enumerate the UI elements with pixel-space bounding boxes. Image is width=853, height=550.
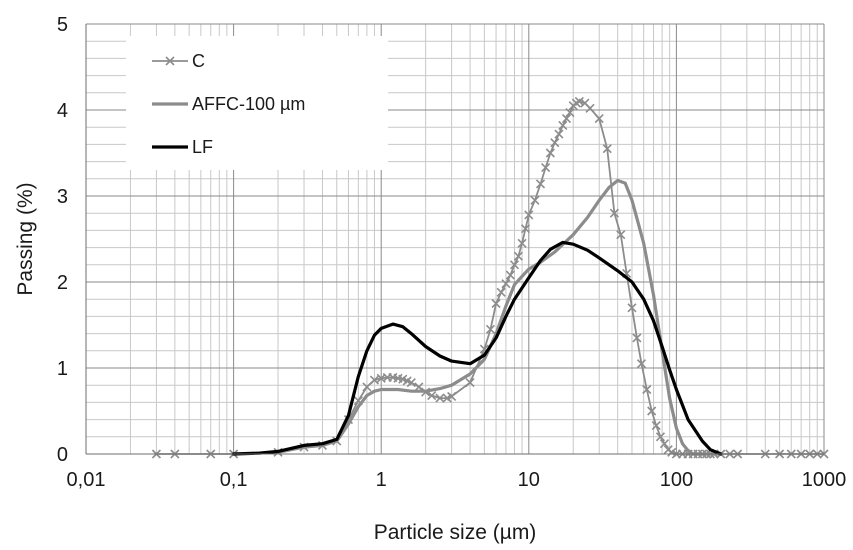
series-marker xyxy=(541,163,551,173)
series-marker xyxy=(627,303,637,313)
series-marker xyxy=(369,375,380,385)
x-tick-label: 10 xyxy=(518,469,540,491)
y-tick-labels: 0 1 2 3 4 5 xyxy=(57,14,68,466)
series-marker xyxy=(353,396,363,406)
x-tick-label: 0,01 xyxy=(67,469,106,491)
y-tick-label: 2 xyxy=(57,272,68,294)
series-marker xyxy=(447,391,457,401)
x-tick-label: 0,1 xyxy=(220,469,248,491)
legend-label: AFFC-100 µm xyxy=(192,94,305,114)
series-marker xyxy=(517,238,527,248)
x-tick-labels: 0,01 0,1 1 10 100 1000 xyxy=(67,469,847,491)
series-marker xyxy=(491,298,501,309)
y-axis-title: Passing (%) xyxy=(14,182,37,295)
series-marker xyxy=(632,333,642,343)
series-marker xyxy=(535,179,546,189)
series-marker xyxy=(616,230,626,240)
legend-swatch-marker xyxy=(165,56,175,66)
series-marker xyxy=(414,382,424,392)
series-marker xyxy=(642,384,652,395)
series-marker xyxy=(421,387,431,397)
axes xyxy=(85,24,824,455)
series-marker xyxy=(501,279,511,289)
series-marker xyxy=(406,378,416,388)
series-marker xyxy=(427,390,437,401)
series-marker xyxy=(561,114,572,124)
y-tick-label: 3 xyxy=(57,186,68,208)
series-marker xyxy=(565,108,575,118)
series-marker xyxy=(558,120,568,131)
y-tick-label: 1 xyxy=(57,358,68,380)
series-marker xyxy=(509,260,520,270)
series-marker xyxy=(362,382,372,392)
series-marker xyxy=(602,144,612,154)
series-marker xyxy=(651,421,661,431)
series-marker xyxy=(332,436,342,446)
y-tick-label: 5 xyxy=(57,14,68,36)
x-axis-title: Particle size (µm) xyxy=(374,521,537,544)
series-2 xyxy=(232,240,723,456)
series-marker xyxy=(530,195,540,205)
series-marker xyxy=(574,96,584,106)
legend-label: LF xyxy=(192,137,213,157)
x-tick-label: 1 xyxy=(376,469,387,491)
y-tick-label: 4 xyxy=(57,100,68,122)
series-marker xyxy=(609,208,619,218)
y-tick-label: 0 xyxy=(57,444,68,466)
series-marker xyxy=(505,270,515,280)
series-marker xyxy=(647,406,657,416)
series-marker xyxy=(554,129,564,139)
series-marker xyxy=(524,210,534,220)
series-line xyxy=(232,240,723,456)
series-marker xyxy=(465,378,475,388)
series-marker xyxy=(550,138,560,148)
series-marker xyxy=(513,251,523,261)
series-marker xyxy=(435,393,445,403)
series-marker xyxy=(496,287,506,297)
series-marker xyxy=(659,439,670,449)
x-tick-label: 100 xyxy=(660,469,693,491)
series-marker xyxy=(520,224,531,234)
series-marker xyxy=(585,103,595,113)
x-tick-label: 1000 xyxy=(802,469,847,491)
series-marker xyxy=(485,324,496,334)
series-marker xyxy=(636,359,647,369)
series-marker xyxy=(594,114,604,124)
legend: C AFFC-100 µm LF xyxy=(126,36,388,170)
series-marker xyxy=(545,148,555,158)
series-marker xyxy=(655,432,666,442)
legend-label: C xyxy=(192,51,205,71)
